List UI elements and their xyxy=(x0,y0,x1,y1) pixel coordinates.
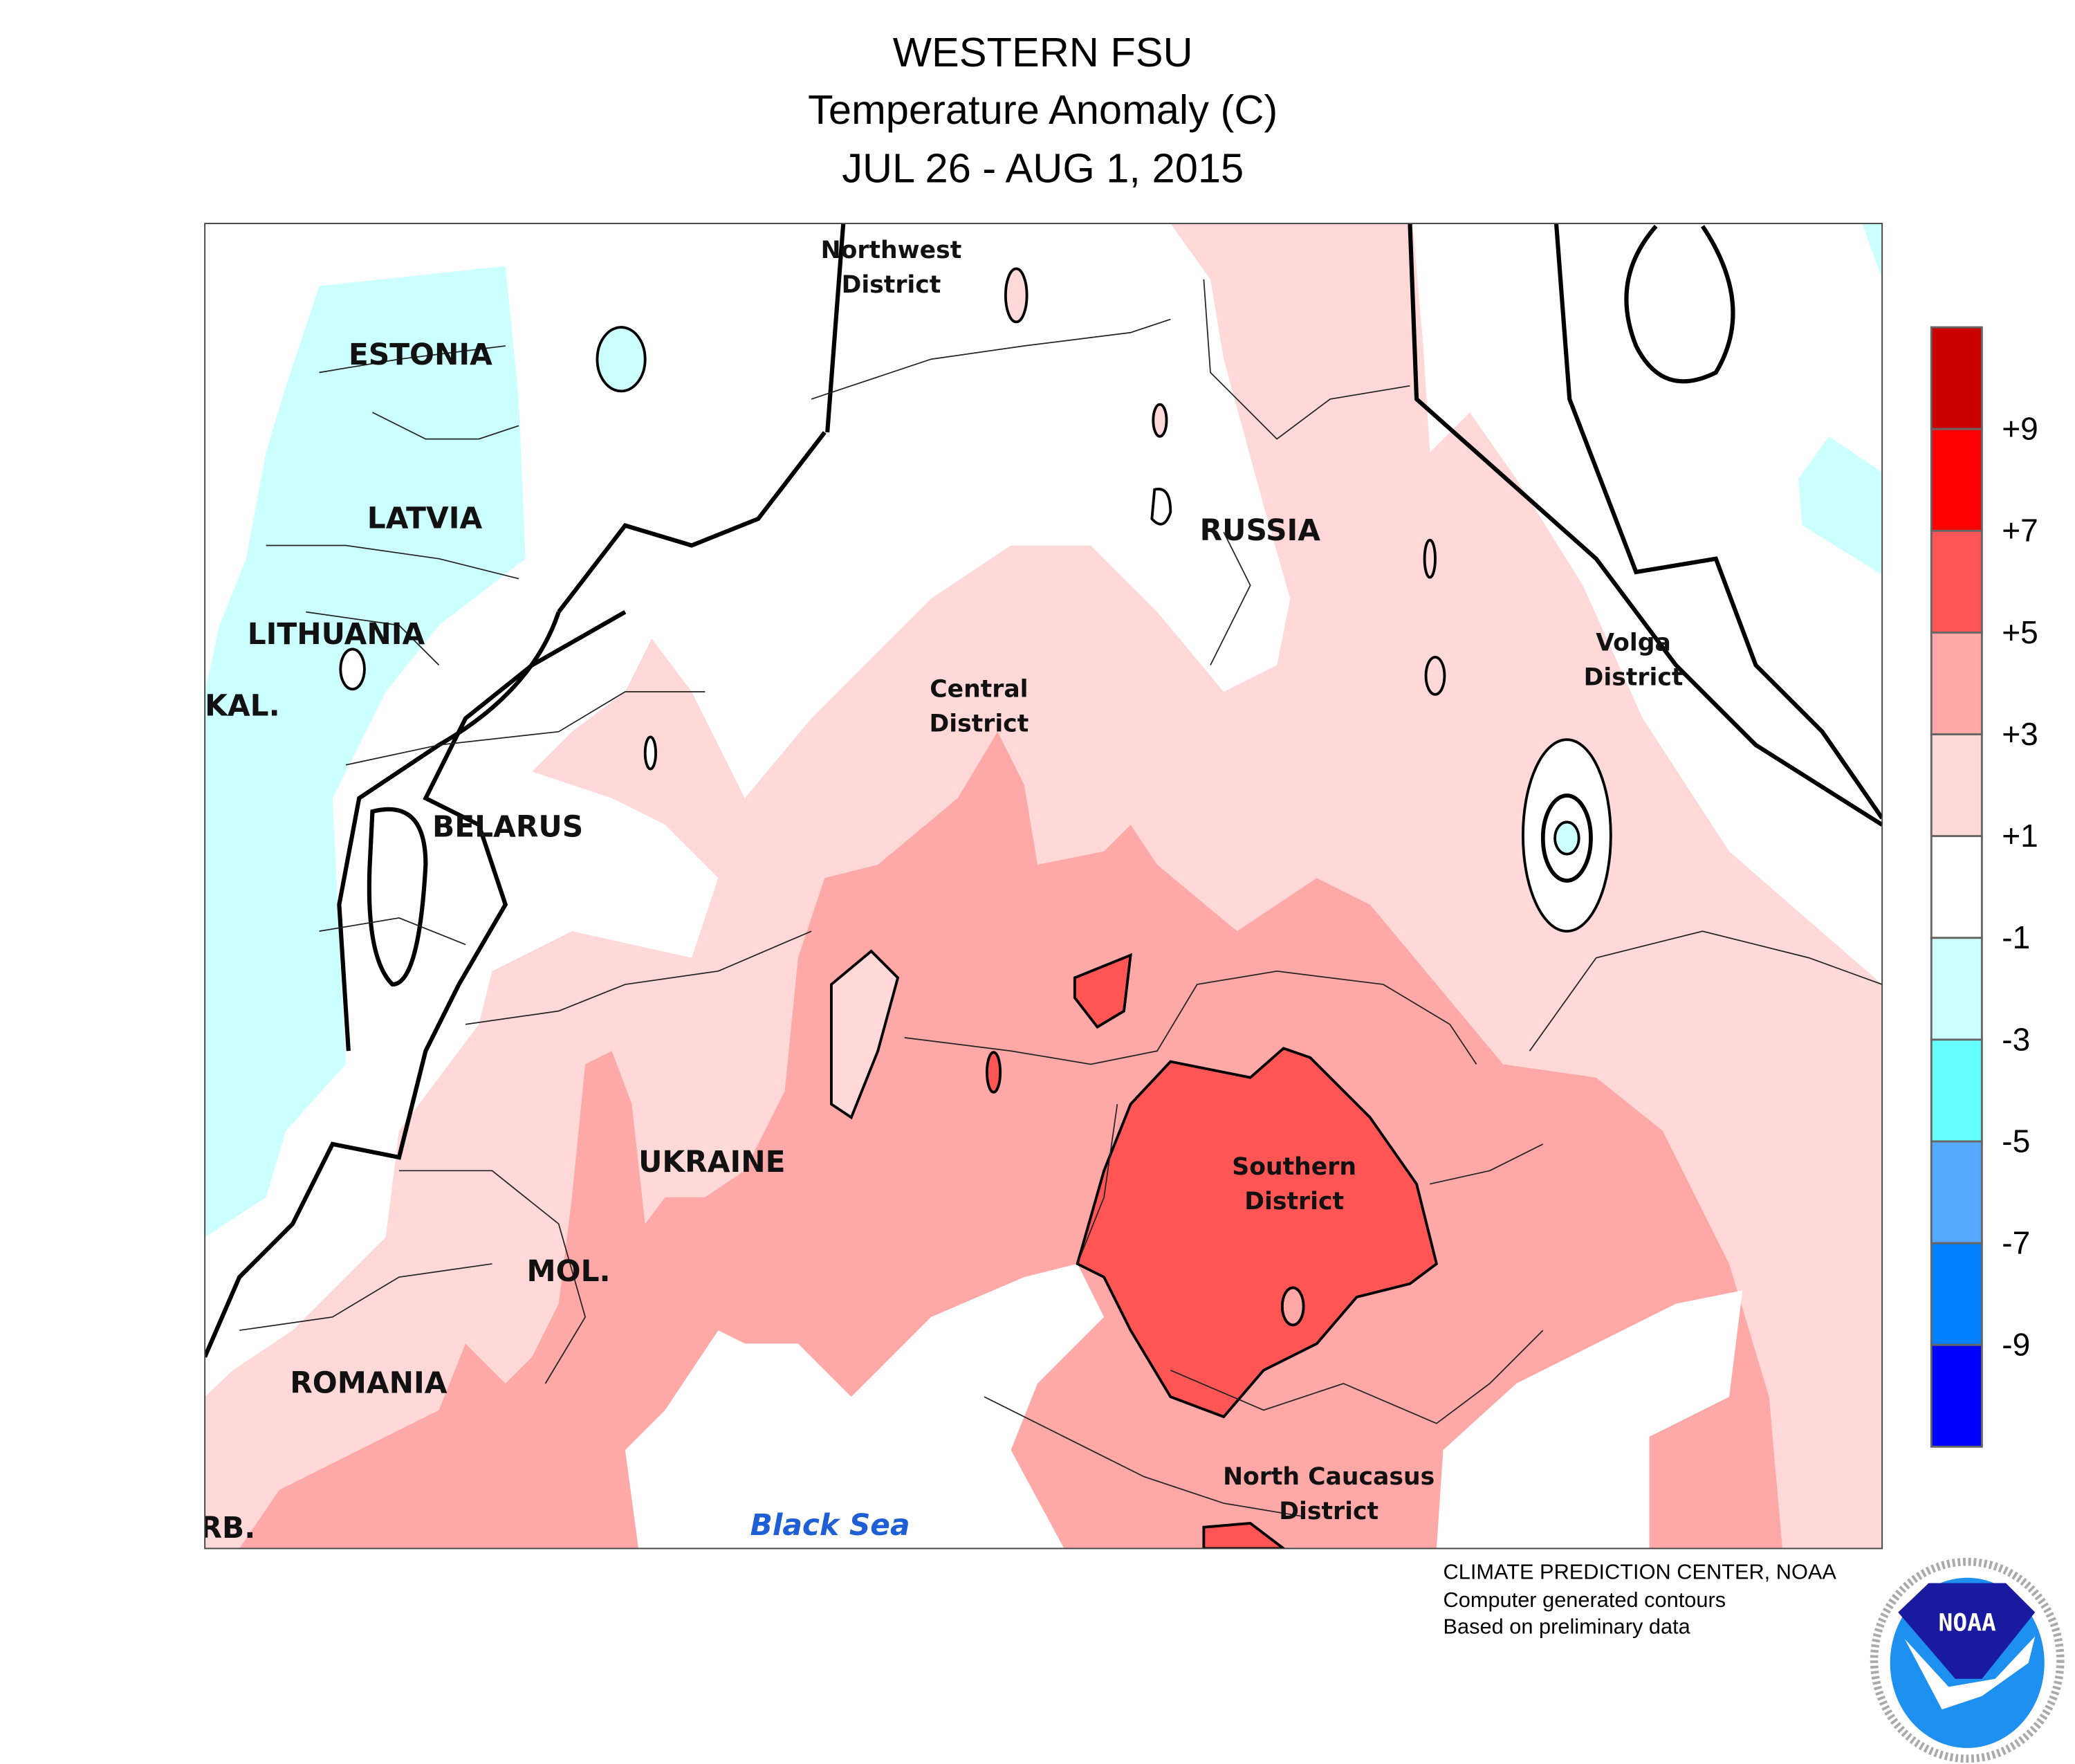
label-volga-district-2: District xyxy=(1584,663,1684,691)
label-romania: ROMANIA xyxy=(290,1366,447,1399)
label-north-caucasus-district-2: District xyxy=(1279,1498,1378,1525)
noaa-logo: NOAA xyxy=(1870,1557,2065,1763)
sea-area xyxy=(625,1263,1105,1549)
colorbar-swatch xyxy=(1930,937,1983,1041)
colorbar-label: +3 xyxy=(2002,716,2038,752)
label-central-district-2: District xyxy=(930,710,1029,738)
colorbar-swatch xyxy=(1930,529,1983,634)
colorbar-label: +1 xyxy=(2002,818,2038,854)
label-north-caucasus-district-1: North Caucasus xyxy=(1223,1463,1435,1491)
label-lithuania: LITHUANIA xyxy=(248,617,425,651)
label-volga-district-1: Volga xyxy=(1596,629,1671,656)
map-area: ESTONIA LATVIA LITHUANIA KAL. BELARUS RU… xyxy=(199,223,1883,1549)
colorbar-label: -1 xyxy=(2002,919,2030,955)
colorbar-label: +9 xyxy=(2002,411,2038,447)
colorbar-label: -5 xyxy=(2002,1123,2030,1159)
label-belarus: BELARUS xyxy=(432,810,583,844)
colorbar: +9 +7 +5 +3 +1 -1 -3 -5 -7 -9 xyxy=(1930,326,2038,1448)
colorbar-label: +5 xyxy=(2002,614,2038,650)
label-latvia: LATVIA xyxy=(367,501,483,535)
title-region: WESTERN FSU xyxy=(893,29,1193,75)
colorbar-swatch xyxy=(1930,1140,1983,1244)
cool-anomaly-west xyxy=(205,266,526,1238)
label-moldova: MOL. xyxy=(527,1254,611,1288)
label-estonia: ESTONIA xyxy=(349,338,492,371)
map-frame xyxy=(204,223,1883,1550)
label-black-sea: Black Sea xyxy=(750,1508,910,1542)
colorbar-label: -7 xyxy=(2002,1225,2030,1261)
label-southern-district-1: Southern xyxy=(1232,1153,1356,1181)
colorbar-label: -3 xyxy=(2002,1021,2030,1057)
colorbar-swatch xyxy=(1930,631,1983,735)
warm-anomaly-3-5 xyxy=(239,731,1782,1549)
colorbar-swatch xyxy=(1930,326,1983,430)
colorbar-swatch xyxy=(1930,1242,1983,1346)
label-serbia: RB. xyxy=(199,1511,255,1545)
credit-line-2: Computer generated contours xyxy=(1444,1588,1726,1612)
colorbar-swatch xyxy=(1930,1038,1983,1143)
colorbar-swatch xyxy=(1930,733,1983,838)
credit-line-1: CLIMATE PREDICTION CENTER, NOAA xyxy=(1444,1560,1837,1584)
colorbar-swatch xyxy=(1930,1343,1983,1448)
title-dates: JUL 26 - AUG 1, 2015 xyxy=(842,145,1244,191)
svg-text:NOAA: NOAA xyxy=(1939,1610,1997,1637)
title-variable: Temperature Anomaly (C) xyxy=(808,86,1278,133)
label-russia: RUSSIA xyxy=(1200,513,1321,547)
credit-line-3: Based on preliminary data xyxy=(1444,1615,1691,1639)
colorbar-label: -9 xyxy=(2002,1327,2030,1363)
label-southern-district-2: District xyxy=(1244,1188,1344,1215)
label-northwest-district-1: Northwest xyxy=(821,237,962,264)
label-central-district-1: Central xyxy=(930,676,1028,704)
colorbar-swatch xyxy=(1930,835,1983,939)
label-northwest-district-2: District xyxy=(842,271,941,299)
cool-anomaly-east xyxy=(1798,436,1883,575)
colorbar-label: +7 xyxy=(2002,513,2038,549)
label-ukraine: UKRAINE xyxy=(638,1145,785,1179)
colorbar-swatch xyxy=(1930,428,1983,532)
label-kaliningrad: KAL. xyxy=(205,689,280,723)
